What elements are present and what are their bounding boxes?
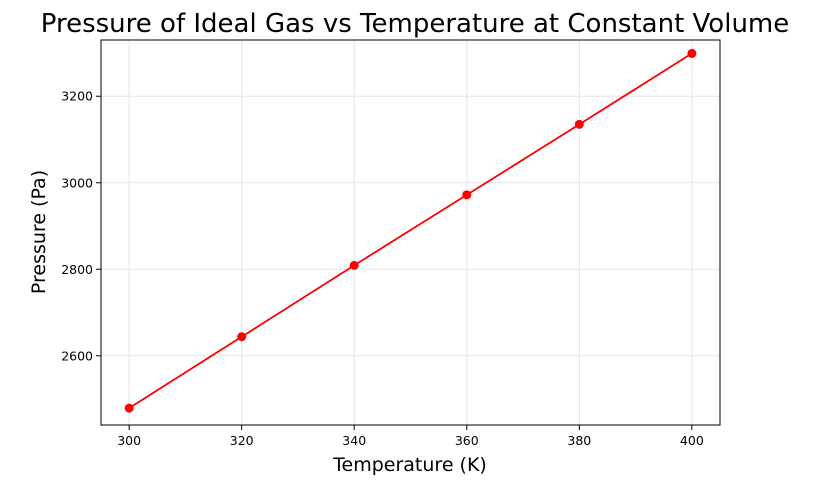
x-tick-label: 360 xyxy=(455,433,479,448)
data-point xyxy=(462,190,472,200)
x-tick-label: 400 xyxy=(680,433,704,448)
x-tick-label: 340 xyxy=(342,433,366,448)
y-tick-label: 2600 xyxy=(61,348,93,363)
axis-ticks: 300 320 340 360 380 400 2600 2800 3000 3200 xyxy=(61,89,704,448)
y-tick-label: 3000 xyxy=(61,175,93,190)
data-point xyxy=(237,332,247,342)
y-tick-label: 2800 xyxy=(61,262,93,277)
series-line xyxy=(128,52,693,409)
y-tick-label: 3200 xyxy=(61,89,93,104)
x-tick-label: 320 xyxy=(230,433,254,448)
data-point xyxy=(349,260,359,270)
series-layer xyxy=(124,48,697,413)
x-tick-label: 300 xyxy=(117,433,141,448)
chart-title: Pressure of Ideal Gas vs Temperature at … xyxy=(41,9,790,39)
y-axis-label: Pressure (Pa) xyxy=(28,170,50,294)
data-point xyxy=(124,403,134,413)
plot-area-frame xyxy=(100,39,721,426)
x-axis-label: Temperature (K) xyxy=(332,454,487,476)
data-point xyxy=(687,48,697,58)
grid xyxy=(101,40,720,425)
x-tick-label: 380 xyxy=(567,433,591,448)
data-point xyxy=(574,119,584,129)
